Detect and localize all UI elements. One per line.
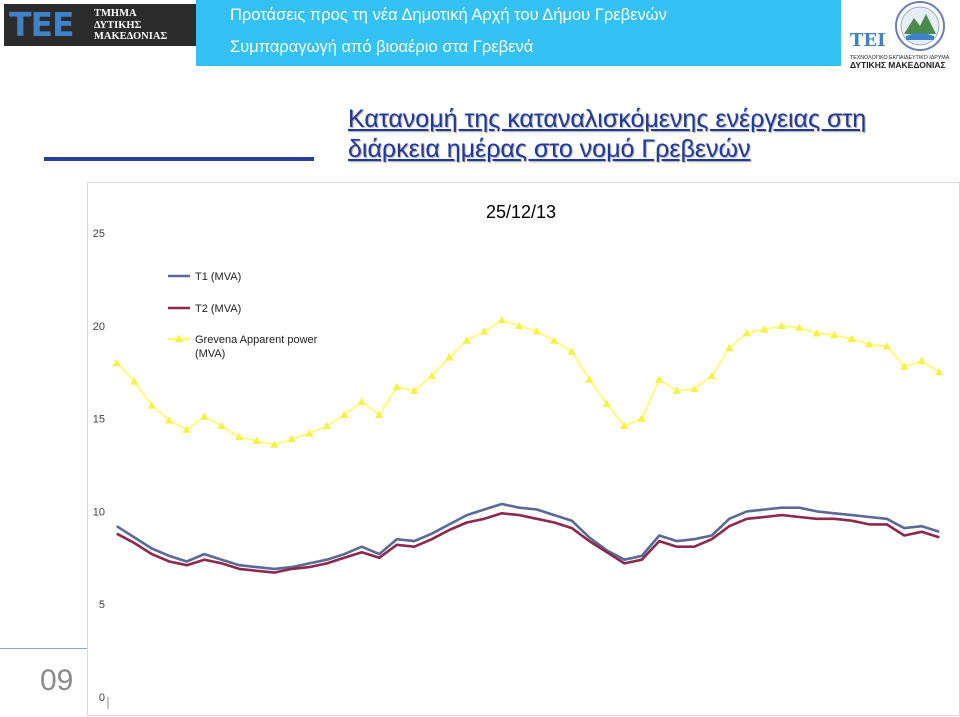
- data-point-marker: [130, 377, 139, 385]
- data-point-marker: [497, 316, 506, 324]
- data-point-marker: [200, 412, 209, 420]
- slide-title-line-1: Κατανομή της καταναλισκόμενης ενέργειας …: [348, 105, 867, 133]
- data-point-marker: [550, 336, 559, 344]
- data-point-marker: [830, 330, 839, 339]
- data-point-marker: [165, 416, 174, 424]
- slide-number: 09: [40, 664, 74, 697]
- data-point-marker: [515, 321, 524, 329]
- legend-label: Grevena Apparent power (MVA): [195, 334, 318, 360]
- data-point-marker: [567, 347, 576, 355]
- data-point-marker: [812, 329, 821, 337]
- data-point-marker: [322, 421, 331, 430]
- y-tick-label: 10: [93, 506, 105, 518]
- data-point-marker: [182, 425, 191, 433]
- data-point-marker: [602, 399, 611, 407]
- tei-emblem-icon: [895, 1, 945, 51]
- header-banner: Προτάσεις προς τη νέα Δημοτική Αρχή του …: [196, 0, 841, 66]
- data-point-marker: [935, 368, 944, 376]
- data-point-marker: [777, 321, 786, 329]
- data-point-marker: [672, 386, 681, 394]
- y-tick-label: 5: [99, 599, 105, 611]
- data-point-marker: [235, 432, 244, 441]
- data-point-marker: [147, 401, 156, 409]
- tee-logo-letters: ΤΕΕ: [9, 5, 75, 44]
- data-point-marker: [410, 386, 419, 394]
- tei-logo: ΤΕΙ ΤΕΧΝΟΛΟΓΙΚΟ ΕΚΠΑΙΔΕΥΤΙΚΟ ΙΔΡΥΜΑ ΔΥΤΙ…: [846, 0, 958, 78]
- data-point-marker: [742, 329, 751, 337]
- chart-title: 25/12/13: [486, 202, 556, 222]
- data-point-marker: [882, 342, 891, 350]
- data-point-marker: [795, 323, 804, 331]
- tei-sub-line-2: ΔΥΤΙΚΗΣ ΜΑΚΕΔΟΝΙΑΣ: [850, 60, 946, 70]
- data-point-marker: [252, 436, 261, 445]
- data-point-marker: [427, 371, 436, 380]
- data-point-marker: [287, 434, 296, 443]
- data-point-marker: [375, 410, 384, 419]
- data-point-marker: [865, 340, 874, 348]
- legend-label: T2 (MVA): [195, 303, 241, 315]
- data-point-marker: [532, 327, 541, 335]
- title-underline-rule: [44, 157, 314, 161]
- data-point-marker: [357, 397, 366, 406]
- legend-label: T1 (MVA): [195, 271, 241, 283]
- series-line-3: [116, 319, 940, 446]
- tei-logo-subtitle: ΤΕΧΝΟΛΟΓΙΚΟ ΕΚΠΑΙΔΕΥΤΙΚΟ ΙΔΡΥΜΑ ΔΥΤΙΚΗΣ …: [850, 55, 958, 69]
- data-point-marker: [462, 336, 471, 344]
- data-point-marker: [900, 362, 909, 370]
- data-point-marker: [270, 440, 279, 448]
- data-point-marker: [760, 325, 769, 333]
- data-point-marker: [392, 382, 401, 391]
- data-point-marker: [620, 421, 629, 430]
- data-point-marker: [847, 334, 856, 342]
- data-point-marker: [112, 358, 121, 367]
- data-point-marker: [340, 410, 349, 419]
- y-tick-label: 25: [93, 228, 105, 240]
- data-point-marker: [445, 353, 454, 361]
- tee-logo-org: ΤΜΗΜΑ ΔΥΤΙΚΗΣ ΜΑΚΕΔΟΝΙΑΣ: [94, 8, 194, 43]
- tei-sub-line-1: ΤΕΧΝΟΛΟΓΙΚΟ ΕΚΠΑΙΔΕΥΤΙΚΟ ΙΔΡΥΜΑ: [850, 55, 950, 61]
- data-point-marker: [690, 384, 699, 393]
- data-point-marker: [480, 327, 489, 335]
- y-tick-label: 20: [93, 321, 105, 333]
- y-tick-label: 0: [99, 692, 105, 704]
- chart-area: 25/12/13 0 5 10 15 20 25 T1 (MVA) T2 (MVA) Greve…: [87, 182, 960, 716]
- tee-logo: ΤΕΕ ΤΜΗΜΑ ΔΥΤΙΚΗΣ ΜΑΚΕΔΟΝΙΑΣ: [4, 4, 198, 46]
- data-point-marker: [585, 375, 594, 383]
- legend-marker: [174, 334, 184, 343]
- data-point-marker: [707, 371, 716, 380]
- slide-number-divider: [0, 648, 90, 649]
- slide-title-line-2: διάρκεια ημέρας στο νομό Γρεβενών: [348, 135, 751, 163]
- slide-title: Κατανομή της καταναλισκόμενης ενέργειας …: [348, 104, 948, 164]
- data-point-marker: [917, 356, 926, 365]
- series-line-1: [116, 502, 940, 571]
- tei-logo-letters: ΤΕΙ: [850, 30, 886, 51]
- series-line-2: [116, 511, 940, 574]
- banner-line-2: Συμπαραγωγή από βιοαέριο στα Γρεβενά: [230, 38, 534, 56]
- line-chart: 25/12/13 0 5 10 15 20 25 T1 (MVA) T2 (MVA) Greve…: [93, 202, 944, 709]
- tee-org-line-1: ΤΜΗΜΑ: [94, 8, 137, 19]
- data-point-marker: [655, 375, 664, 383]
- legend-box: [156, 259, 342, 363]
- y-tick-label: 15: [93, 414, 105, 426]
- data-point-marker: [217, 421, 226, 430]
- tee-org-line-3: ΜΑΚΕΔΟΝΙΑΣ: [94, 31, 168, 42]
- data-point-marker: [637, 414, 646, 422]
- banner-line-1: Προτάσεις προς τη νέα Δημοτική Αρχή του …: [230, 6, 667, 24]
- tee-org-line-2: ΔΥΤΙΚΗΣ: [94, 19, 142, 31]
- data-point-marker: [725, 343, 734, 352]
- data-point-marker: [305, 429, 314, 437]
